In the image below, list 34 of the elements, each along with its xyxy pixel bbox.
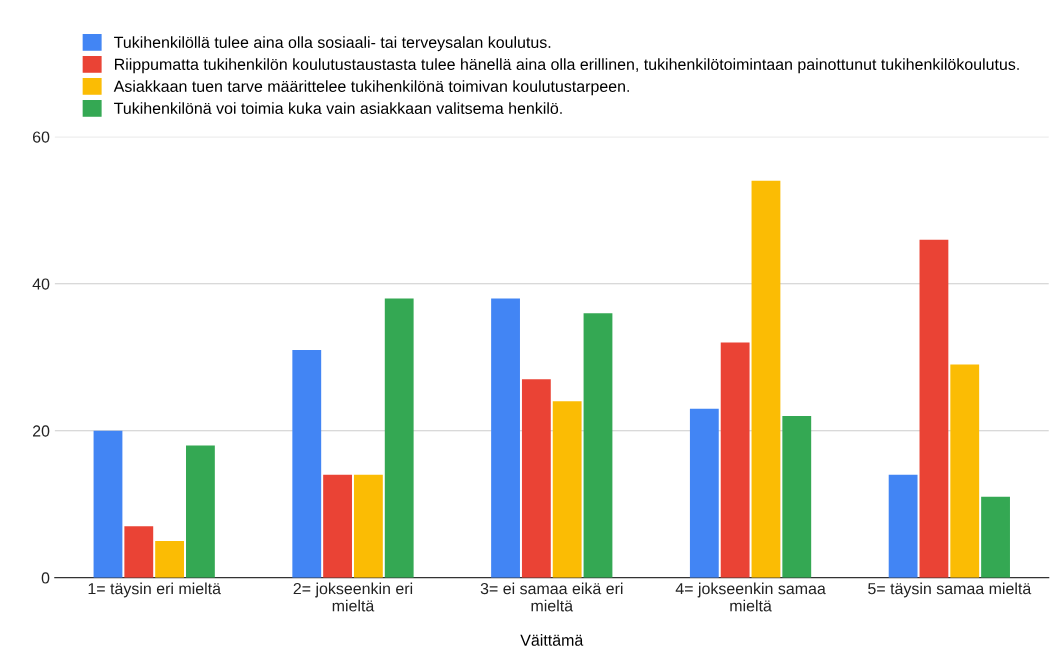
bar <box>981 496 1010 578</box>
bar <box>583 313 613 578</box>
x-tick-label: 3= ei samaa eikä eri mieltä <box>480 582 623 612</box>
bar <box>689 408 719 578</box>
y-tick-label: 20 <box>32 425 50 437</box>
x-tick-label: 4= jokseenkin samaa mieltä <box>675 582 826 612</box>
bar <box>888 474 918 578</box>
bar <box>353 474 383 578</box>
bar <box>552 401 582 578</box>
legend-label: Tukihenkilönä voi toimia kuka vain asiakkaan valitsema henkilö. <box>114 102 562 115</box>
x-axis-title: Väittämä <box>520 634 584 646</box>
bar <box>782 416 812 578</box>
x-tick-label: 2= jokseenkin eri mieltä <box>293 582 413 612</box>
bar <box>292 349 322 578</box>
bar <box>521 379 551 578</box>
legend-label: Tukihenkilöllä tulee aina olla sosiaali- tai terveysalan koulutus. <box>114 36 551 52</box>
bar <box>491 298 520 578</box>
x-tick-label: 1= täysin eri mieltä <box>88 582 221 598</box>
bar <box>384 298 414 578</box>
y-tick-label: 60 <box>32 131 50 143</box>
bar <box>323 474 352 578</box>
y-tick-label: 0 <box>41 572 50 584</box>
bar <box>751 180 781 578</box>
legend-label: Riippumatta tukihenkilön koulutustaustasta tulee hänellä aina olla erillinen, tukihenkilötoimintaan painottunut tukihenkilökoulutus. <box>115 58 1019 74</box>
bar <box>155 540 185 578</box>
bar <box>720 342 750 578</box>
x-tick-label: 5= täysin samaa mieltä <box>868 582 1032 598</box>
bar <box>950 364 980 578</box>
y-tick-label: 40 <box>32 278 50 290</box>
bar <box>186 445 215 578</box>
bar <box>93 430 123 578</box>
bar <box>919 239 949 578</box>
bar <box>124 526 154 578</box>
legend-label: Asiakkaan tuen tarve määrittelee tukihenkilönä toimivan koulutustarpeen. <box>113 80 629 96</box>
